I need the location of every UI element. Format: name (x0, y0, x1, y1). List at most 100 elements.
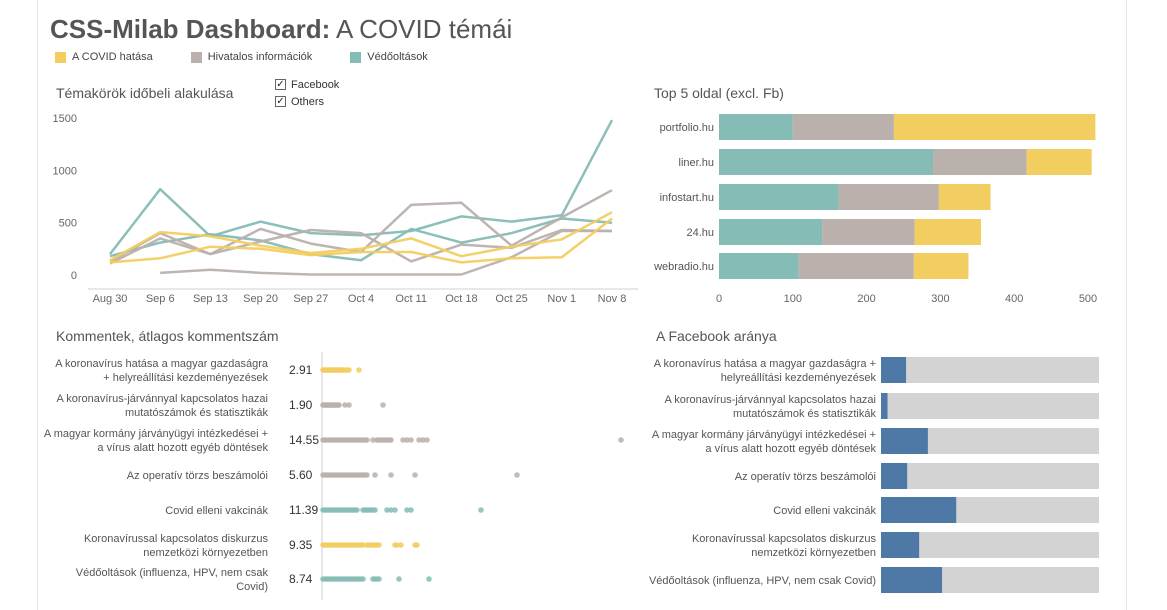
top5-category-label: infostart.hu (660, 192, 714, 204)
comment-dot-official (370, 437, 376, 443)
fb-share-row-label: A koronavírus-járvánnyal kapcsolatos haz… (664, 394, 876, 406)
comment-dot-covid (360, 542, 366, 548)
fb-share-row-label: Az operatív törzs beszámolói (735, 471, 876, 483)
comments-average-value: 5.60 (289, 468, 313, 482)
legend-label: Hivatalos információk (207, 51, 313, 63)
top5-x-tick-label: 500 (1079, 293, 1097, 305)
fb-share-row-label: a vírus alatt hozott egyéb döntések (705, 443, 876, 455)
x-tick-label: Nov 8 (598, 293, 627, 305)
comment-dot-vaccine (396, 576, 402, 582)
top5-category-label: liner.hu (679, 157, 714, 169)
others-checkbox[interactable]: ✓ (275, 95, 286, 107)
comment-dot-covid (394, 542, 400, 548)
top5-x-tick-label: 0 (716, 293, 722, 305)
top5-chart-title: Top 5 oldal (excl. Fb) (654, 85, 784, 101)
x-tick-label: Aug 30 (93, 293, 128, 305)
comments-chart-title: Kommentek, átlagos kommentszám (56, 328, 279, 344)
comment-dot-official (364, 472, 370, 478)
series-line-vaccine (109, 217, 613, 262)
legend-item-vaccine[interactable]: Védőoltások (350, 51, 428, 63)
fb-share-bar-facebook (881, 357, 907, 383)
facebook-checkbox[interactable]: ✓ (275, 78, 286, 90)
legend-item-official[interactable]: Hivatalos információk (190, 51, 313, 63)
filter-label: Others (291, 95, 325, 108)
fb-share-chart-title: A Facebook aránya (656, 328, 777, 344)
top5-bar-official (933, 149, 1027, 175)
comment-dot-vaccine (392, 507, 398, 513)
fb-share-bar-facebook (881, 428, 928, 454)
comment-dot-official (388, 472, 394, 478)
comment-dot-official (420, 437, 426, 443)
comments-row-label: a vírus alatt hozott egyéb döntések (97, 442, 268, 454)
top5-bar-vaccine (719, 184, 839, 210)
comment-dot-official (416, 437, 422, 443)
series-line-vaccine (109, 119, 614, 255)
top5-bar-covid (914, 219, 981, 245)
x-tick-label: Oct 18 (445, 293, 477, 305)
filter-facebook[interactable]: ✓ Facebook (275, 76, 339, 93)
legend-item-covid[interactable]: A COVID hatása (55, 51, 153, 63)
comment-dot-vaccine (408, 507, 414, 513)
top5-bar-covid (938, 184, 991, 210)
fb-share-bar-rest (881, 463, 1099, 489)
x-tick-label: Sep 13 (193, 293, 228, 305)
y-tick-label: 0 (71, 270, 77, 282)
top5-x-tick-label: 100 (784, 293, 802, 305)
fb-share-bar-rest (881, 393, 1099, 419)
top5-bar-covid (1026, 149, 1092, 175)
top5-category-label: 24.hu (686, 227, 714, 239)
top5-bar-vaccine (719, 253, 799, 279)
fb-share-bar-facebook (881, 497, 957, 523)
comments-row-label: Koronavírussal kapcsolatos diskurzus (84, 533, 269, 545)
fb-share-bar-rest (881, 357, 1099, 383)
comment-dot-official (364, 437, 370, 443)
page-title-bold: CSS-Milab Dashboard: (50, 14, 331, 44)
legend-swatch-covid (55, 51, 66, 63)
legend-swatch-vaccine (350, 51, 362, 63)
fb-share-bar-facebook (881, 463, 908, 489)
filter-others[interactable]: ✓ Others (275, 93, 339, 110)
comment-dot-official (514, 472, 520, 478)
comment-dot-vaccine (376, 576, 382, 582)
top5-category-label: portfolio.hu (660, 122, 714, 134)
legend-swatch-official (190, 51, 202, 63)
fb-share-row-label: A magyar kormány járványügyi intézkedése… (652, 429, 876, 441)
source-filter: ✓ Facebook ✓ Others (275, 76, 339, 110)
comments-average-value: 9.35 (289, 538, 313, 552)
top5-bar-covid (893, 114, 1096, 140)
page-title-rest: A COVID témái (330, 14, 513, 44)
fb-share-row-label: nemzetközi környezetben (751, 547, 876, 559)
x-tick-label: Nov 1 (547, 293, 576, 305)
top5-bar-vaccine (719, 219, 823, 245)
comments-row-label: A koronavírus-járvánnyal kapcsolatos haz… (56, 393, 268, 405)
comment-dot-vaccine (426, 576, 432, 582)
line-chart-title: Témakörök időbeli alakulása (56, 85, 234, 101)
fb-share-row-label: Koronavírussal kapcsolatos diskurzus (692, 533, 877, 545)
legend-label: Védőoltások (367, 51, 428, 63)
comment-dot-vaccine (360, 576, 366, 582)
comment-dot-official (400, 437, 406, 443)
comment-dot-covid (376, 542, 382, 548)
y-tick-label: 1000 (53, 165, 77, 177)
top5-category-label: webradio.hu (653, 261, 714, 273)
comment-dot-covid (346, 367, 352, 373)
comments-row-label: Covid elleni vakcinák (165, 505, 268, 517)
comments-average-value: 11.39 (289, 503, 318, 517)
comment-dot-covid (414, 542, 420, 548)
comment-dot-official (380, 402, 386, 408)
y-tick-label: 500 (59, 218, 77, 230)
dashboard-frame (37, 0, 1127, 610)
top5-bar-official (822, 219, 915, 245)
comment-dot-official (336, 402, 342, 408)
fb-share-bar-facebook (881, 567, 943, 593)
comment-dot-vaccine (478, 507, 484, 513)
series-line-covid (109, 211, 613, 262)
comment-dot-vaccine (404, 507, 410, 513)
comments-row-label: mutatószámok és statisztikák (125, 407, 269, 419)
top5-bar-official (792, 114, 894, 140)
series-line-official (109, 228, 613, 263)
comment-dot-official (408, 437, 414, 443)
top5-bar-vaccine (719, 149, 934, 175)
x-tick-label: Oct 4 (348, 293, 374, 305)
